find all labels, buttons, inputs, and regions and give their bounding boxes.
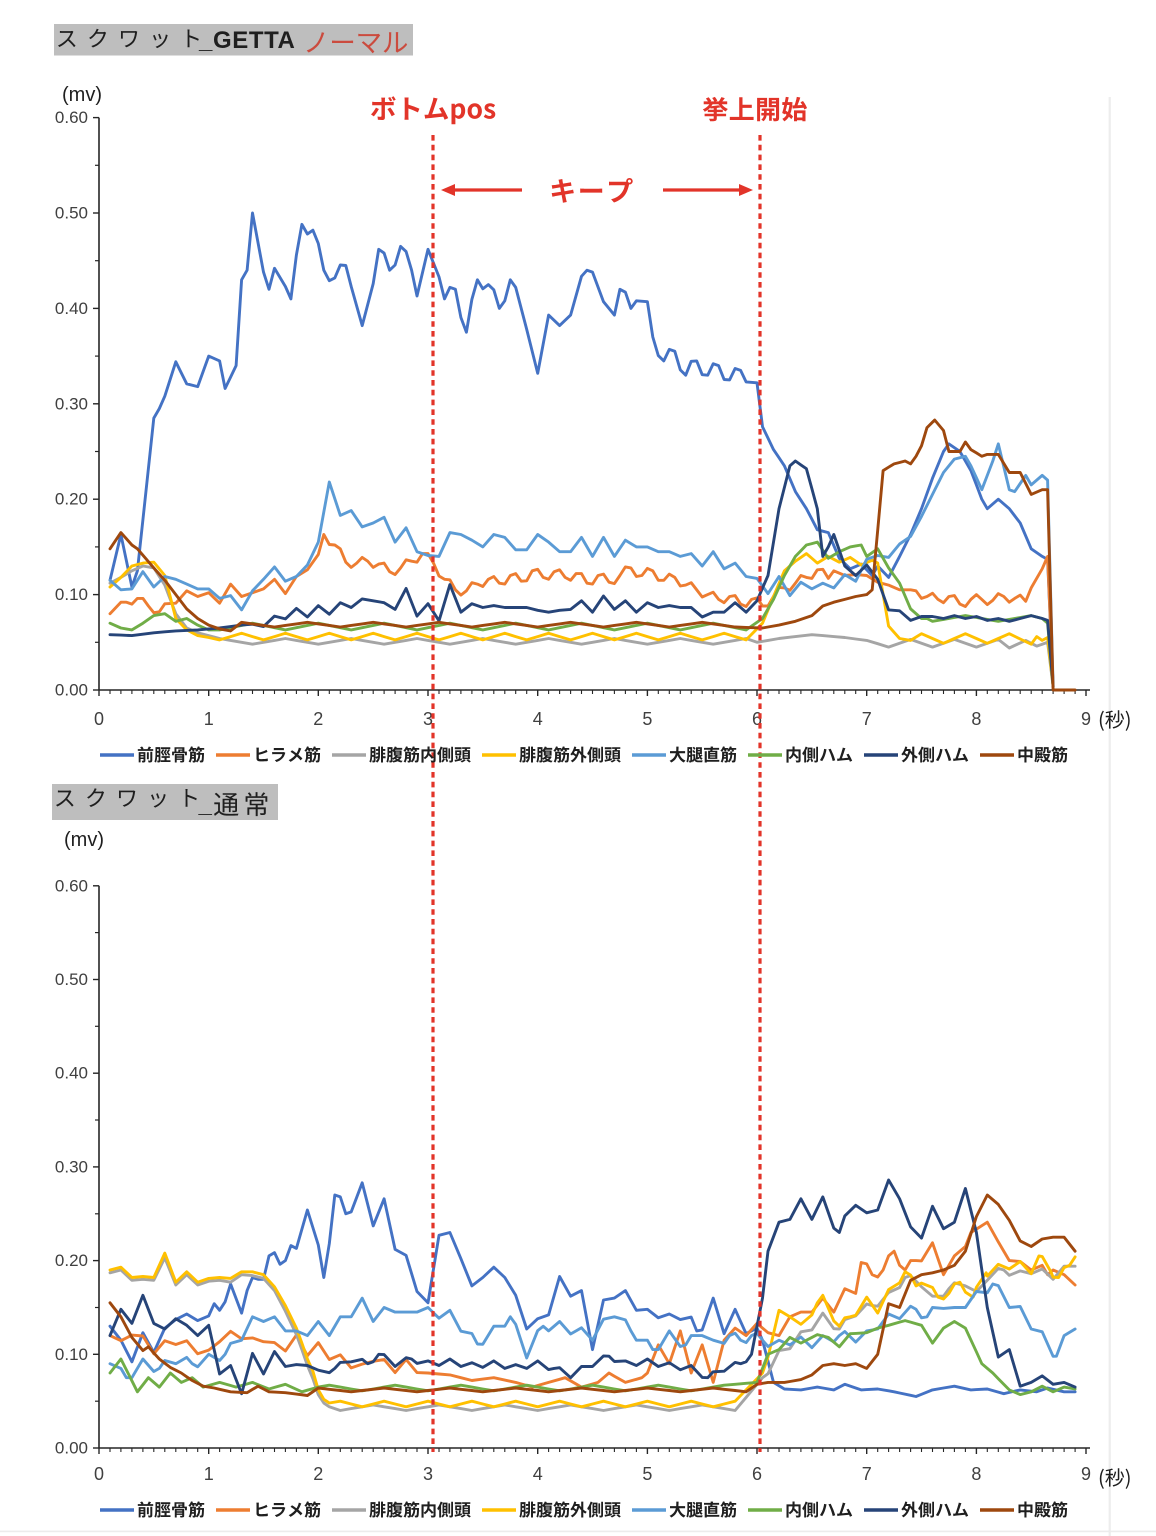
svg-text:7: 7 (862, 709, 872, 729)
svg-text:0: 0 (94, 709, 104, 729)
svg-text:0.10: 0.10 (55, 1345, 88, 1364)
svg-text:0.40: 0.40 (55, 1064, 88, 1083)
svg-text:0.10: 0.10 (55, 585, 88, 604)
svg-text:0.50: 0.50 (55, 970, 88, 989)
svg-text:3: 3 (423, 1464, 433, 1484)
svg-text:(mv): (mv) (64, 829, 104, 851)
svg-text:0.20: 0.20 (55, 490, 88, 509)
svg-text:2: 2 (313, 709, 323, 729)
svg-text:9: 9 (1081, 709, 1091, 729)
svg-text:0.20: 0.20 (55, 1251, 88, 1270)
svg-text:0.60: 0.60 (55, 876, 88, 895)
svg-text:4: 4 (533, 709, 543, 729)
svg-text:1: 1 (204, 709, 214, 729)
svg-text:0.30: 0.30 (55, 1157, 88, 1176)
svg-text:0.00: 0.00 (55, 681, 88, 700)
svg-text:1: 1 (204, 1464, 214, 1484)
svg-text:8: 8 (971, 1464, 981, 1484)
svg-text:5: 5 (642, 1464, 652, 1484)
svg-text:0: 0 (94, 1464, 104, 1484)
svg-text:0.50: 0.50 (55, 204, 88, 223)
svg-text:0.40: 0.40 (55, 299, 88, 318)
svg-text:7: 7 (862, 1464, 872, 1484)
svg-text:_GETTA: _GETTA (198, 27, 296, 54)
svg-text:_: _ (198, 791, 213, 818)
svg-text:4: 4 (533, 1464, 543, 1484)
svg-text:0.30: 0.30 (55, 394, 88, 413)
svg-text:5: 5 (642, 709, 652, 729)
svg-text:9: 9 (1081, 1464, 1091, 1484)
svg-text:0.00: 0.00 (55, 1439, 88, 1458)
svg-text:6: 6 (752, 1464, 762, 1484)
svg-text:8: 8 (971, 709, 981, 729)
svg-text:6: 6 (752, 709, 762, 729)
svg-text:2: 2 (313, 1464, 323, 1484)
svg-text:0.60: 0.60 (55, 108, 88, 127)
svg-text:(mv): (mv) (62, 84, 102, 106)
svg-text:3: 3 (423, 709, 433, 729)
